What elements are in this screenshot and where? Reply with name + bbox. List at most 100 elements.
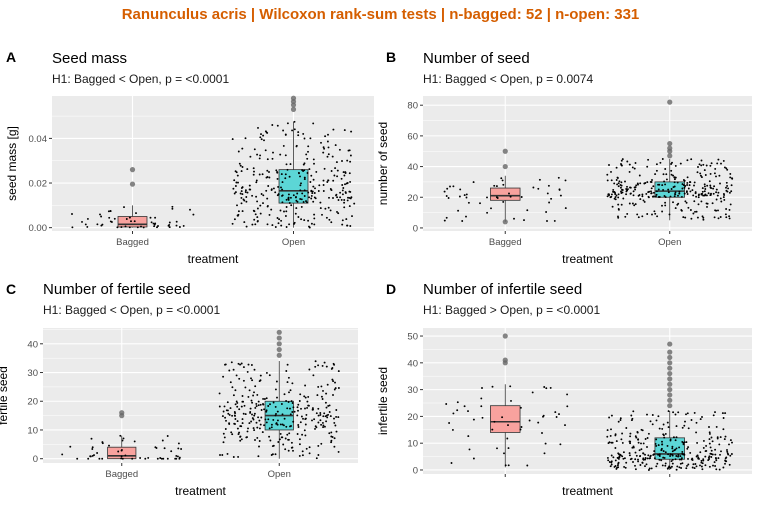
- jitter-point: [317, 421, 320, 424]
- jitter-point: [266, 131, 269, 134]
- jitter-point: [279, 432, 282, 435]
- jitter-point: [236, 204, 238, 207]
- jitter-point: [302, 170, 305, 172]
- jitter-point: [679, 455, 682, 458]
- jitter-point: [324, 401, 327, 404]
- jitter-point: [311, 419, 313, 422]
- jitter-point: [716, 436, 719, 439]
- jitter-point: [222, 410, 225, 413]
- jitter-point: [296, 192, 299, 195]
- jitter-point: [81, 220, 83, 223]
- jitter-point: [232, 456, 235, 458]
- jitter-point: [238, 377, 241, 380]
- panel-title: Number of infertile seed: [423, 281, 582, 298]
- jitter-point: [620, 203, 623, 206]
- y-axis-title: number of seed: [376, 122, 390, 205]
- jitter-point: [617, 193, 620, 196]
- jitter-point: [319, 419, 322, 422]
- jitter-point: [255, 405, 258, 408]
- jitter-point: [670, 169, 673, 172]
- jitter-point: [306, 157, 309, 160]
- jitter-point: [245, 200, 248, 203]
- jitter-point: [665, 173, 668, 176]
- jitter-point: [615, 194, 618, 197]
- jitter-point: [306, 201, 308, 204]
- jitter-point: [702, 194, 705, 197]
- jitter-point: [658, 455, 661, 457]
- jitter-point: [672, 411, 675, 414]
- jitter-point: [304, 396, 307, 399]
- outlier-point: [502, 148, 508, 154]
- jitter-point: [712, 464, 714, 467]
- jitter-point: [690, 158, 693, 161]
- jitter-point: [280, 403, 283, 405]
- jitter-point: [621, 189, 624, 191]
- jitter-point: [242, 412, 245, 415]
- jitter-point: [171, 207, 174, 210]
- jitter-point: [718, 468, 721, 471]
- jitter-point: [120, 457, 123, 460]
- jitter-point: [622, 197, 625, 200]
- jitter-point: [617, 466, 620, 469]
- jitter-point: [614, 196, 617, 199]
- jitter-point: [653, 453, 655, 456]
- jitter-point: [616, 464, 619, 467]
- jitter-point: [657, 415, 660, 418]
- jitter-point: [98, 457, 101, 460]
- jitter-point: [628, 454, 631, 457]
- jitter-point: [673, 178, 676, 181]
- jitter-point: [636, 430, 639, 433]
- jitter-point: [704, 464, 707, 467]
- jitter-point: [726, 184, 729, 187]
- jitter-point: [312, 122, 315, 125]
- outlier-point: [667, 140, 673, 147]
- outlier-point: [667, 381, 673, 387]
- jitter-point: [222, 432, 225, 435]
- jitter-point: [463, 405, 466, 408]
- jitter-point: [224, 428, 227, 430]
- jitter-point: [637, 441, 640, 444]
- jitter-point: [318, 184, 321, 187]
- jitter-point: [91, 448, 94, 450]
- jitter-point: [710, 436, 713, 439]
- jitter-point: [633, 167, 636, 170]
- jitter-point: [303, 429, 306, 432]
- jitter-point: [277, 441, 280, 443]
- jitter-point: [642, 442, 645, 445]
- jitter-point: [683, 186, 686, 189]
- jitter-point: [120, 448, 123, 451]
- jitter-point: [234, 191, 237, 194]
- jitter-point: [336, 210, 338, 213]
- jitter-point: [332, 179, 335, 182]
- jitter-point: [160, 457, 163, 460]
- jitter-point: [308, 226, 311, 229]
- y-tick-label: 0.02: [29, 179, 48, 190]
- jitter-point: [703, 183, 706, 186]
- jitter-point: [257, 400, 260, 403]
- jitter-point: [445, 195, 448, 197]
- jitter-point: [251, 413, 253, 416]
- jitter-point: [284, 177, 287, 180]
- plot-panel: [43, 328, 358, 463]
- jitter-point: [330, 221, 333, 224]
- jitter-point: [657, 188, 660, 191]
- jitter-point: [693, 467, 696, 470]
- jitter-point: [346, 159, 349, 162]
- jitter-point: [128, 216, 131, 219]
- jitter-point: [555, 416, 558, 418]
- jitter-point: [712, 192, 715, 195]
- jitter-point: [255, 179, 258, 182]
- jitter-point: [96, 452, 99, 454]
- jitter-point: [304, 434, 307, 437]
- jitter-point: [323, 425, 326, 428]
- jitter-point: [232, 394, 235, 397]
- jitter-point: [100, 215, 103, 218]
- jitter-point: [684, 200, 687, 203]
- jitter-point: [254, 223, 257, 226]
- jitter-point: [671, 462, 674, 465]
- jitter-point: [237, 150, 240, 153]
- jitter-point: [237, 433, 240, 436]
- jitter-point: [276, 410, 279, 413]
- jitter-point: [634, 464, 636, 467]
- y-axis-title: infertile seed: [376, 367, 390, 435]
